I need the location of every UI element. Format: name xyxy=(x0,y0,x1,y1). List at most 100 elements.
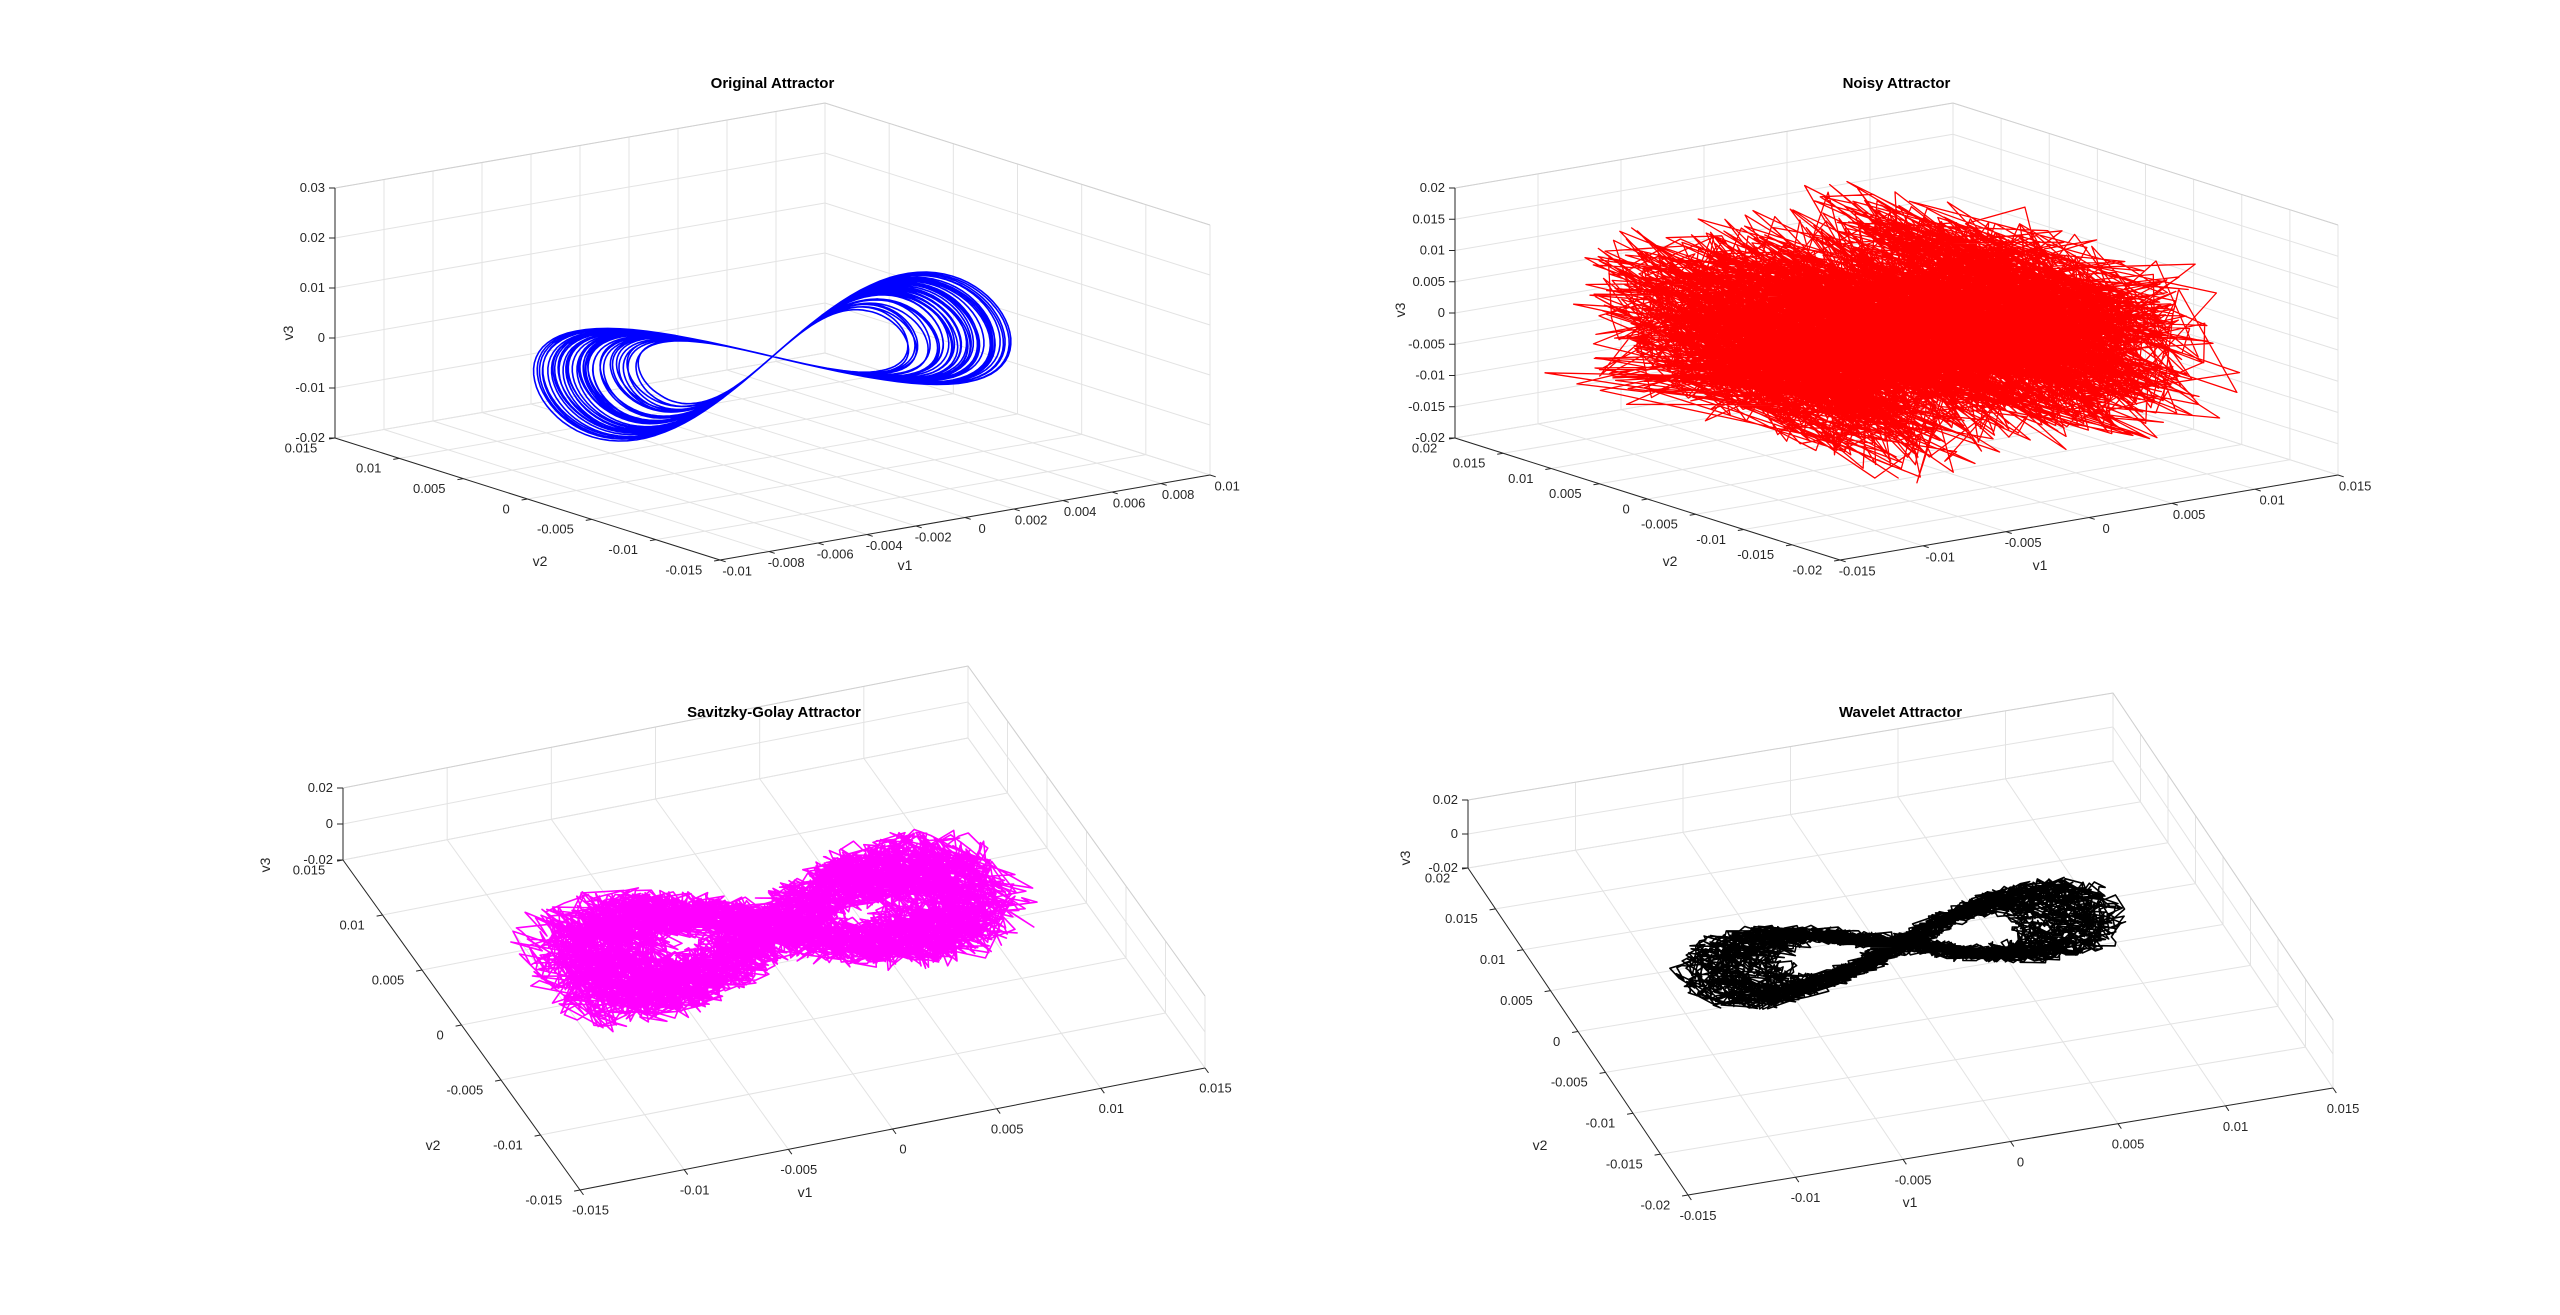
y-tick-label: 0.005 xyxy=(413,481,446,496)
z-tick-label: 0 xyxy=(318,330,325,345)
x-tick-mark xyxy=(1062,500,1069,503)
y-tick-mark xyxy=(585,518,592,521)
x-tick-label: -0.004 xyxy=(866,538,903,553)
y-tick-label: -0.005 xyxy=(446,1083,483,1098)
x-tick-label: -0.005 xyxy=(1895,1172,1932,1187)
back-wall-grid-line xyxy=(334,352,826,439)
x-axis-label: v1 xyxy=(798,1184,813,1200)
y-tick-mark xyxy=(649,539,656,542)
box-top-edge xyxy=(1454,102,2339,226)
floor-grid-line-y xyxy=(1495,801,2141,910)
y-tick-label: 0.01 xyxy=(1480,952,1505,967)
x-tick-label: -0.01 xyxy=(680,1182,710,1197)
z-tick-label: 0 xyxy=(1438,305,1445,320)
chart-title: Original Attractor xyxy=(711,75,835,92)
side-wall-grid-line xyxy=(824,252,1211,376)
x-tick-label: 0.01 xyxy=(2223,1119,2248,1134)
y-tick-mark xyxy=(1834,559,1841,562)
x-tick-mark xyxy=(2254,488,2261,492)
y-tick-label: 0.015 xyxy=(1445,911,1478,926)
z-tick-label: 0.02 xyxy=(308,780,333,795)
side-wall-grid-line xyxy=(824,302,1211,426)
floor-grid-line-y xyxy=(382,792,1008,916)
x-tick-label: 0.015 xyxy=(1199,1081,1232,1096)
x-tick-mark xyxy=(1111,491,1118,495)
subplot-original-attractor: -0.01 -0.008 -0.006 -0.004 -0.002 0 0.002 0.004… xyxy=(280,75,1240,578)
x-tick-mark xyxy=(2010,1141,2015,1147)
y-tick-mark xyxy=(1681,1194,1689,1197)
z-axis-label: v3 xyxy=(1397,850,1413,865)
back-wall-grid-line xyxy=(1454,196,1954,283)
y-tick-mark xyxy=(1641,498,1648,501)
x-tick-mark xyxy=(915,525,922,529)
y-tick-mark xyxy=(1544,990,1551,993)
y-tick-label: -0.01 xyxy=(1586,1116,1616,1131)
y-axis-label: v2 xyxy=(1533,1137,1548,1153)
x-tick-mark xyxy=(2088,517,2095,520)
x-tick-label: 0.008 xyxy=(1162,487,1195,502)
back-wall-grid-line xyxy=(1467,726,2114,835)
side-wall-grid-line xyxy=(1952,133,2339,257)
floor-grid-line-y xyxy=(1632,1005,2279,1114)
y-tick-mark xyxy=(714,559,721,562)
z-tick-label: -0.02 xyxy=(1428,860,1458,875)
x-tick-mark xyxy=(2117,1123,2122,1129)
chart-title: Savitzky-Golay Attractor xyxy=(687,704,861,721)
x-tick-label: 0 xyxy=(2103,521,2110,536)
box-top-edge xyxy=(334,102,1211,226)
y-tick-label: 0 xyxy=(1622,501,1629,516)
side-wall-grid-line xyxy=(824,202,1211,326)
x-tick-mark xyxy=(866,534,873,537)
x-axis-label: v1 xyxy=(1903,1194,1918,1210)
z-tick-label: -0.02 xyxy=(1415,430,1445,445)
subplot-wavelet-attractor: -0.015 -0.01 -0.005 0 0.005 0.01 0.015 -0.02 -0.… xyxy=(1397,692,2360,1223)
floor-grid-line-y xyxy=(1791,459,2290,546)
y-tick-mark xyxy=(1497,452,1504,455)
y-tick-label: 0 xyxy=(437,1028,444,1043)
z-tick-label: -0.02 xyxy=(295,430,325,445)
side-wall-grid-line xyxy=(967,737,1206,1069)
floor-grid-line-y xyxy=(1605,964,2251,1073)
y-tick-mark xyxy=(1571,1031,1579,1033)
side-wall-grid-line xyxy=(824,152,1211,276)
y-tick-label: 0 xyxy=(502,501,509,516)
floor-grid-line-y xyxy=(527,413,1018,500)
y-axis-label: v2 xyxy=(533,553,548,569)
z-tick-label: 0.01 xyxy=(1420,243,1445,258)
x-tick-label: 0.01 xyxy=(1099,1101,1124,1116)
y-tick-mark xyxy=(1593,483,1600,486)
y-tick-mark xyxy=(455,1024,462,1027)
x-axis-label: v1 xyxy=(898,557,913,573)
y-tick-mark xyxy=(1626,1112,1634,1115)
x-tick-label: 0.002 xyxy=(1015,512,1048,527)
x-tick-mark xyxy=(964,517,971,520)
x-tick-label: -0.01 xyxy=(1925,549,1955,564)
y-tick-label: 0.01 xyxy=(1508,471,1533,486)
series-line xyxy=(510,828,1038,1033)
y-tick-mark xyxy=(1654,1153,1661,1156)
x-tick-mark xyxy=(1687,1194,1692,1201)
y-tick-mark xyxy=(521,498,528,501)
x-tick-mark xyxy=(996,1108,1001,1114)
y-tick-label: -0.005 xyxy=(1551,1075,1588,1090)
x-tick-label: -0.006 xyxy=(817,546,854,561)
z-axis-label: v3 xyxy=(280,325,296,340)
y-tick-mark xyxy=(1737,529,1744,532)
floor-grid-line-y xyxy=(1743,444,2242,530)
box-top-edge xyxy=(1467,692,2334,1021)
floor-grid-line-y xyxy=(1522,842,2169,951)
x-tick-mark xyxy=(787,1149,793,1155)
y-tick-label: -0.005 xyxy=(1641,517,1678,532)
y-tick-label: 0.005 xyxy=(1500,993,1533,1008)
x-tick-label: 0.015 xyxy=(2327,1101,2360,1116)
series-line xyxy=(532,271,1012,442)
y-tick-label: 0.005 xyxy=(372,973,405,988)
z-tick-label: -0.005 xyxy=(1408,336,1445,351)
y-tick-label: -0.02 xyxy=(1641,1197,1671,1212)
side-wall-grid-line xyxy=(1952,196,2339,320)
y-tick-label: 0.015 xyxy=(293,863,326,878)
y-tick-mark xyxy=(1545,468,1552,471)
x-tick-label: 0.01 xyxy=(1215,478,1240,493)
y-tick-label: 0.01 xyxy=(356,461,381,476)
